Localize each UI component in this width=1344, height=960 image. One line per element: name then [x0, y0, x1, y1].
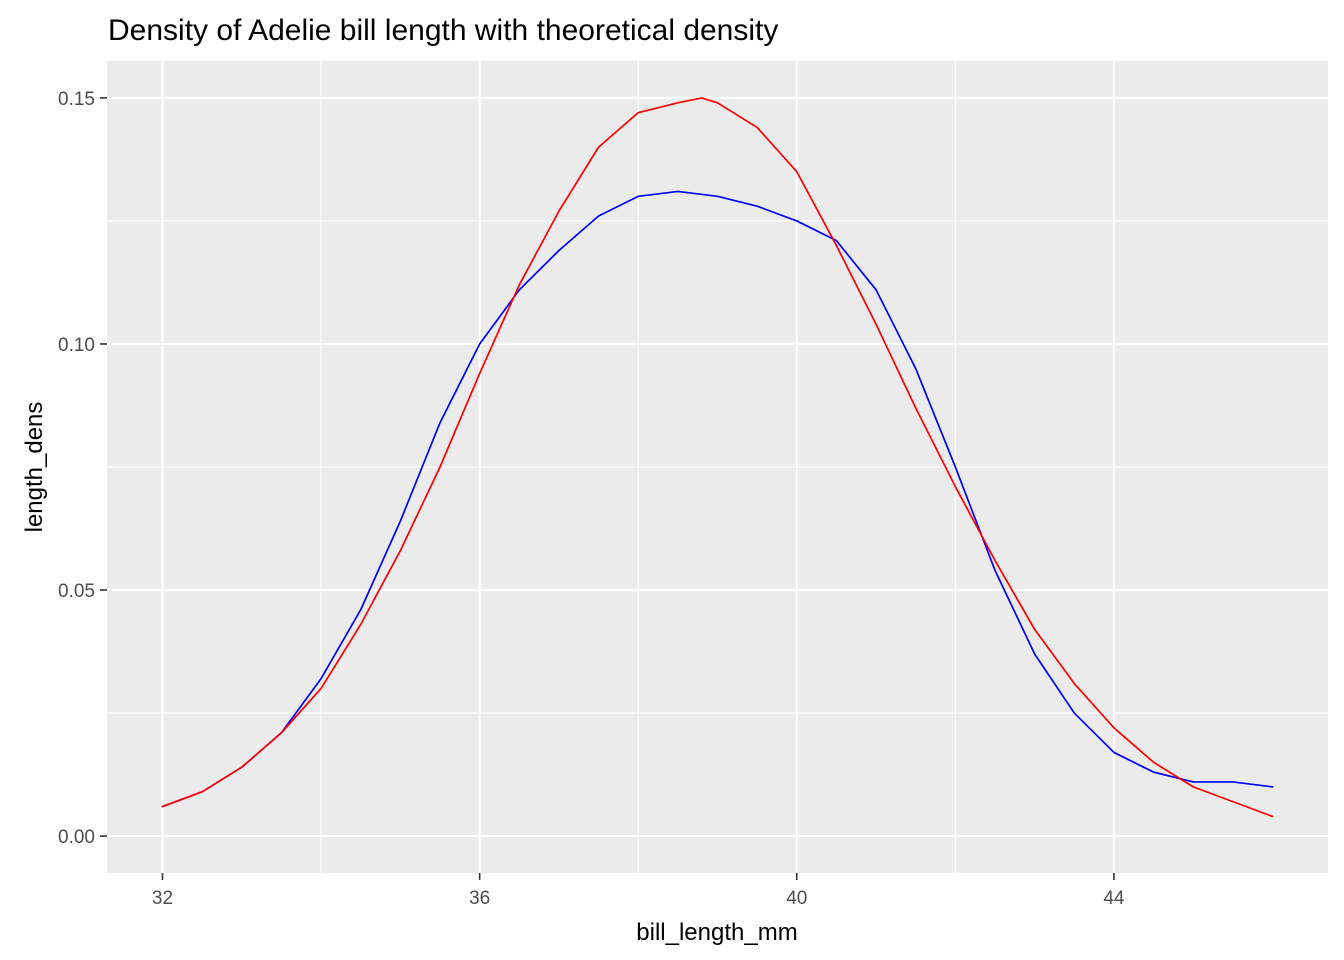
- empirical-density-line: [161, 190, 1274, 808]
- axes: 32 36 40 44 0.00 0.05 0.10 0.15: [58, 89, 1125, 909]
- theoretical-density-line: [161, 97, 1274, 818]
- chart-title: Density of Adelie bill length with theor…: [108, 14, 778, 47]
- x-tick-label: 44: [1103, 888, 1125, 909]
- x-tick-label: 32: [152, 888, 173, 909]
- y-tick-label: 0.10: [58, 335, 95, 356]
- x-tick-label: 36: [469, 888, 490, 909]
- series-lines: [161, 97, 1274, 818]
- y-tick-label: 0.00: [58, 827, 95, 848]
- x-tick-label: 40: [786, 888, 807, 909]
- x-axis-title: bill_length_mm: [636, 919, 797, 946]
- y-tick-label: 0.15: [58, 89, 95, 110]
- y-tick-label: 0.05: [58, 581, 95, 602]
- grid-lines: [107, 61, 1328, 873]
- y-axis-title: length_dens: [21, 402, 48, 533]
